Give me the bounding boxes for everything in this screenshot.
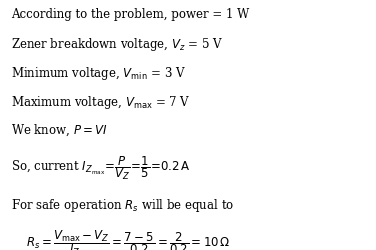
Text: According to the problem, power = 1 W: According to the problem, power = 1 W (11, 8, 250, 20)
Text: We know, $P = VI$: We know, $P = VI$ (11, 122, 108, 138)
Text: $R_s = \dfrac{V_{\mathrm{max}}-V_Z}{I_{Z_{\mathrm{max}}}} = \dfrac{7-5}{0.2} = \: $R_s = \dfrac{V_{\mathrm{max}}-V_Z}{I_{Z… (26, 228, 231, 250)
Text: Maximum voltage, $V_{\mathrm{max}}$ = 7 V: Maximum voltage, $V_{\mathrm{max}}$ = 7 … (11, 94, 191, 111)
Text: So, current $I_{Z_{\mathrm{max}}}\!=\!\dfrac{P}{V_Z}\!=\!\dfrac{1}{5}\!=\!0.2\,\: So, current $I_{Z_{\mathrm{max}}}\!=\!\d… (11, 154, 191, 182)
Text: Zener breakdown voltage, $V_z$ = 5 V: Zener breakdown voltage, $V_z$ = 5 V (11, 36, 223, 53)
Text: For safe operation $R_s$ will be equal to: For safe operation $R_s$ will be equal t… (11, 196, 235, 213)
Text: Minimum voltage, $V_{\mathrm{min}}$ = 3 V: Minimum voltage, $V_{\mathrm{min}}$ = 3 … (11, 65, 186, 82)
